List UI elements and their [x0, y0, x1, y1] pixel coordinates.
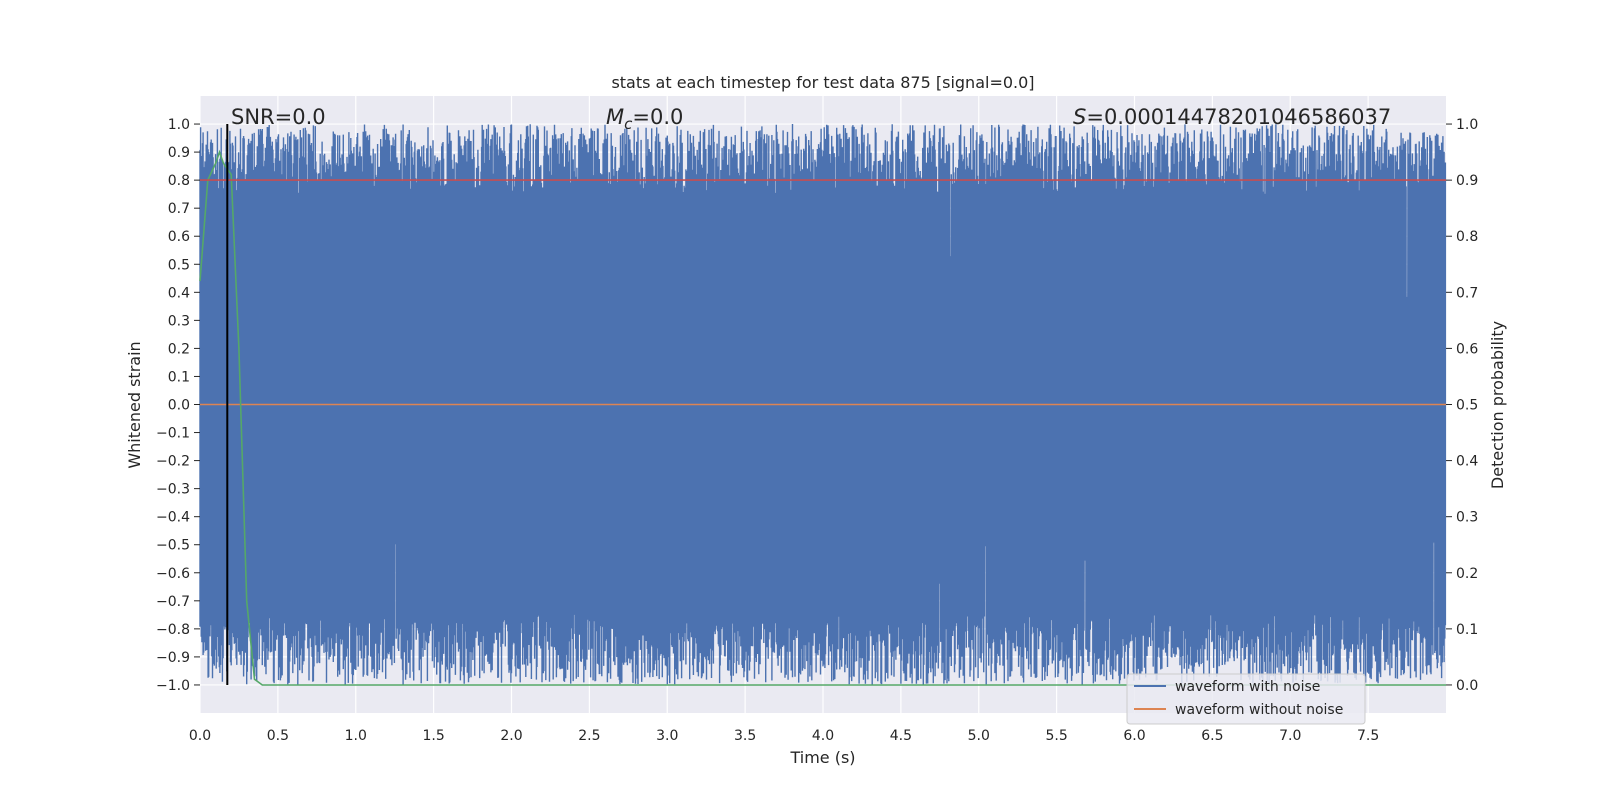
y-left-tick-label: −0.1: [156, 426, 190, 442]
s-annotation: S=0.0001447820104658603​7: [1073, 105, 1391, 129]
s-value: =0.0001447820104658603​7: [1086, 105, 1391, 129]
y-left-tick-label: 0.6: [168, 229, 190, 245]
snr-annotation: SNR=0.0: [231, 105, 326, 129]
x-tick-label: 6.0: [1123, 728, 1145, 744]
y-left-tick-label: −0.7: [156, 594, 190, 610]
x-tick-label: 5.5: [1045, 728, 1067, 744]
x-axis-label: Time (s): [789, 748, 855, 767]
x-tick-label: 7.5: [1357, 728, 1379, 744]
overlay-lines: [199, 124, 1446, 686]
x-tick-label: 5.0: [968, 728, 990, 744]
x-tick-label: 3.5: [734, 728, 756, 744]
x-tick-label: 2.5: [578, 728, 600, 744]
chart-title: stats at each timestep for test data 875…: [611, 73, 1034, 92]
y-left-tick-label: −1.0: [156, 678, 190, 694]
chirp-mass-value: =0.0: [632, 105, 683, 129]
legend-label-clean: waveform without noise: [1175, 702, 1343, 718]
y-left-tick-label: 0.2: [168, 341, 190, 357]
legend-label-noise: waveform with noise: [1175, 679, 1320, 695]
y-left-tick-label: −0.9: [156, 650, 190, 666]
y-right-tick-label: 0.7: [1456, 285, 1478, 301]
chirp-mass-symbol: M: [606, 105, 624, 129]
x-tick-label: 1.0: [345, 728, 367, 744]
y-left-tick-label: 0.1: [168, 369, 190, 385]
chirp-mass-subscript: c: [624, 115, 633, 133]
x-tick-label: 4.5: [890, 728, 912, 744]
y-right-tick-label: 0.0: [1456, 678, 1478, 694]
x-tick-label: 2.0: [500, 728, 522, 744]
y-axis-left-label: Whitened strain: [125, 341, 144, 468]
y-left-tick-label: 0.8: [168, 173, 190, 189]
y-left-tick-label: 0.9: [168, 145, 190, 161]
y-axis-right-label: Detection probability: [1488, 321, 1507, 489]
y-left-tick-label: 0.5: [168, 257, 190, 273]
detection-line: [199, 149, 1446, 686]
x-tick-label: 4.0: [812, 728, 834, 744]
y-left-tick-label: 0.3: [168, 313, 190, 329]
y-right-tick-label: 0.1: [1456, 622, 1478, 638]
x-tick-label: 7.0: [1279, 728, 1301, 744]
y-right-tick-label: 0.8: [1456, 229, 1478, 245]
x-tick-label: 6.5: [1201, 728, 1223, 744]
y-right-tick-label: 0.5: [1456, 398, 1478, 414]
y-left-tick-label: −0.2: [156, 454, 190, 470]
x-tick-label: 1.5: [422, 728, 444, 744]
y-left-tick-label: 0.4: [168, 285, 190, 301]
y-left-tick-label: −0.5: [156, 538, 190, 554]
legend: waveform with noise waveform without noi…: [1126, 673, 1366, 725]
y-right-tick-label: 0.4: [1456, 454, 1478, 470]
s-symbol: S: [1073, 105, 1086, 129]
y-left-tick-label: −0.4: [156, 510, 190, 526]
y-left-tick-label: 0.0: [168, 398, 190, 414]
y-right-tick-label: 0.6: [1456, 341, 1478, 357]
legend-box: [1126, 673, 1366, 725]
y-left-tick-label: −0.8: [156, 622, 190, 638]
noise-waveform-series: [199, 123, 1447, 685]
y-right-tick-label: 0.3: [1456, 510, 1478, 526]
y-left-tick-label: −0.6: [156, 566, 190, 582]
noise-waveform-path: [199, 123, 1447, 685]
y-left-tick-label: 1.0: [168, 117, 190, 133]
y-axis-right-ticks: 1.0 0.9 0.8 0.7 0.6 0.5 0.4 0.3 0.2 0.1 0.0: [1446, 117, 1478, 694]
x-axis-ticks: 0.0 0.5 1.0 1.5 2.0 2.5 3.0 3.5 4.0 4.5 5.0 5.5 6.0 6…: [189, 728, 1379, 744]
y-right-tick-label: 1.0: [1456, 117, 1478, 133]
x-tick-label: 3.0: [656, 728, 678, 744]
y-left-tick-label: 0.7: [168, 201, 190, 217]
y-left-tick-label: −0.3: [156, 482, 190, 498]
x-tick-label: 0.5: [267, 728, 289, 744]
x-tick-label: 0.0: [189, 728, 211, 744]
chirp-mass-annotation: Mc=0.0: [606, 105, 683, 133]
y-right-tick-label: 0.9: [1456, 173, 1478, 189]
y-right-tick-label: 0.2: [1456, 566, 1478, 582]
y-axis-left-ticks: 1.0 0.9 0.8 0.7 0.6 0.5 0.4 0.3 0.2 0.1 0.0 −0.1 −0.…: [156, 117, 200, 694]
